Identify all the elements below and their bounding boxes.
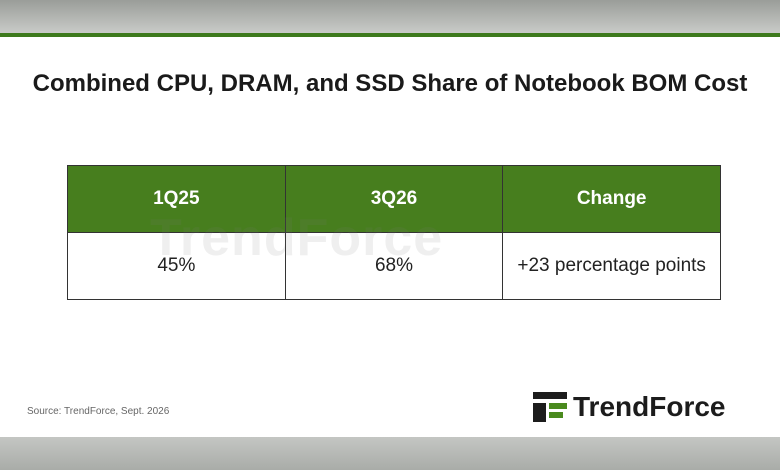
data-row: 45% 68% +23 percentage points	[67, 232, 721, 300]
bottom-band	[0, 437, 780, 470]
cell: 45%	[67, 232, 286, 300]
title: Combined CPU, DRAM, and SSD Share of Not…	[32, 70, 748, 97]
source-note: Source: TrendForce, Sept. 2026	[27, 406, 170, 417]
header-row: 1Q25 3Q26 Change	[67, 165, 721, 233]
logo-text: TrendForce	[573, 391, 726, 422]
watermark: TrendForce	[150, 209, 444, 267]
cell: 68%	[284, 232, 504, 300]
header-cell: 1Q25	[67, 165, 286, 233]
top-band	[0, 0, 780, 33]
accent-line	[0, 33, 780, 37]
data-table: 1Q25 3Q26 Change 45% 68% +23 percentage …	[67, 165, 721, 300]
header-cell: Change	[502, 165, 721, 233]
logo-icon	[533, 392, 567, 422]
cell: +23 percentage points	[502, 232, 721, 300]
logo: TrendForce	[533, 390, 725, 424]
